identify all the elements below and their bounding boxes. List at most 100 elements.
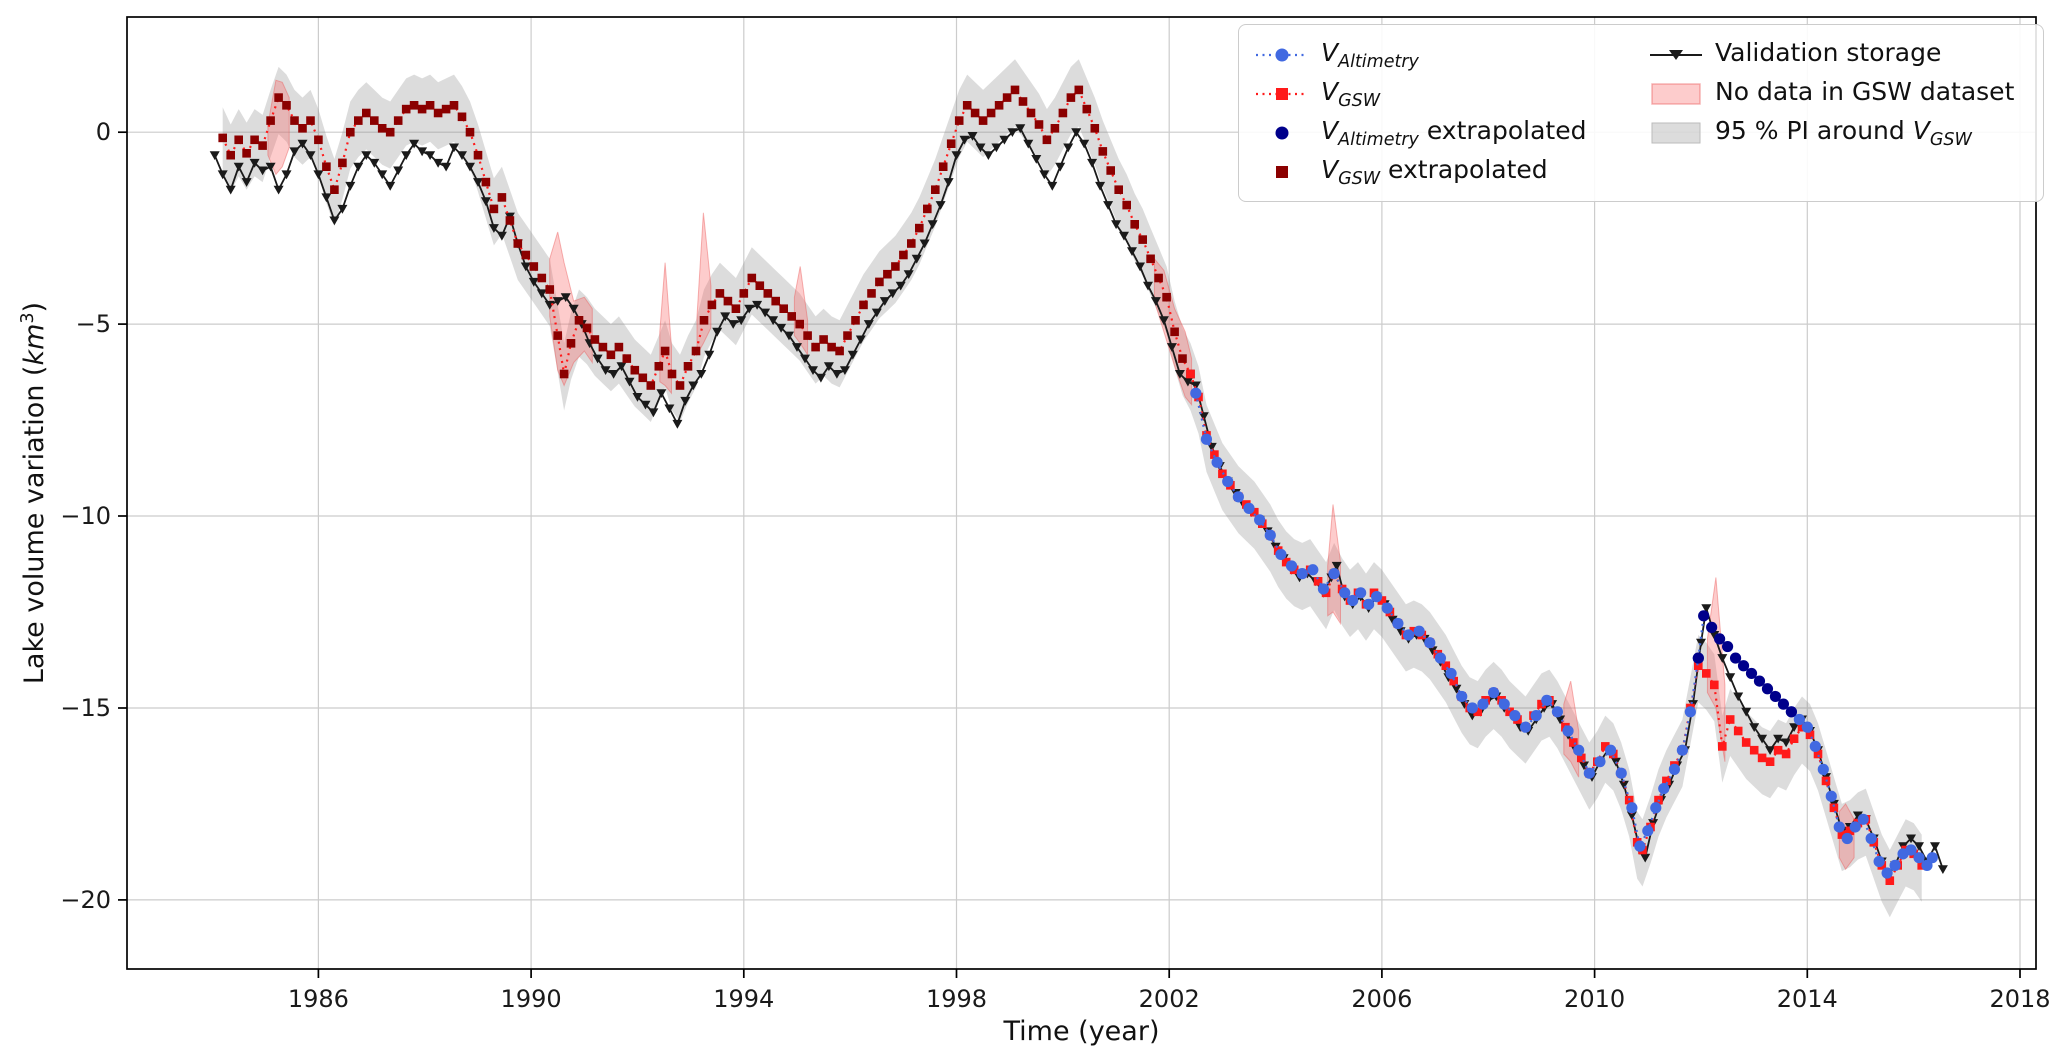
- marker-validation_storage: [225, 185, 236, 195]
- marker-gsw: [1725, 715, 1735, 724]
- marker-gsw_extrapolated: [1034, 120, 1044, 129]
- x-tick-label: 2002: [1139, 985, 1200, 1013]
- y-axis-label-exponent: 3: [18, 312, 38, 324]
- marker-gsw_extrapolated: [622, 354, 632, 363]
- legend-item-gsw: VGSW: [1253, 75, 1625, 113]
- marker-validation_storage: [648, 408, 659, 418]
- marker-validation_storage: [233, 162, 244, 172]
- marker-gsw_extrapolated: [370, 116, 379, 125]
- marker-gsw_extrapolated: [723, 296, 733, 306]
- marker-validation_storage: [823, 362, 834, 372]
- marker-gsw_extrapolated: [1090, 124, 1100, 133]
- marker-validation_storage: [768, 316, 779, 326]
- marker-gsw_extrapolated: [1002, 93, 1012, 102]
- legend-item-altimetry-extrapolated: VAltimetry extrapolated: [1253, 114, 1625, 152]
- marker-gsw_extrapolated: [377, 124, 387, 133]
- marker-gsw_extrapolated: [986, 108, 996, 118]
- marker-validation_storage: [369, 158, 380, 168]
- legend-item-gsw-extrapolated: VGSW extrapolated: [1253, 153, 1625, 191]
- marker-gsw_extrapolated: [707, 300, 717, 310]
- marker-gsw: [1781, 749, 1791, 759]
- x-tick-label: 2006: [1351, 985, 1412, 1013]
- marker-validation_storage: [1111, 220, 1122, 230]
- marker-altimetry: [1477, 698, 1489, 710]
- marker-validation_storage: [1773, 734, 1784, 744]
- marker-gsw_extrapolated: [465, 127, 475, 137]
- marker-validation_storage: [903, 270, 914, 279]
- legend-item-pi-band: 95 % PI around VGSW: [1647, 113, 2029, 152]
- marker-altimetry_extrapolated: [1769, 690, 1782, 703]
- marker-validation_storage: [680, 396, 691, 406]
- marker-gsw_extrapolated: [433, 108, 443, 118]
- marker-altimetry: [1881, 867, 1893, 879]
- marker-validation_storage: [1618, 780, 1629, 790]
- marker-validation_storage: [975, 143, 986, 153]
- marker-altimetry: [1254, 514, 1266, 526]
- marker-gsw_extrapolated: [755, 281, 765, 290]
- altimetry-extrapolated-marker-sample: [1275, 126, 1289, 139]
- marker-validation_storage: [951, 151, 962, 160]
- marker-altimetry_extrapolated: [1753, 675, 1766, 687]
- marker-validation_storage: [1047, 181, 1058, 191]
- marker-validation_storage: [1190, 381, 1201, 391]
- marker-altimetry: [1363, 598, 1375, 610]
- marker-gsw_extrapolated: [417, 104, 427, 114]
- marker-gsw_extrapolated: [699, 316, 709, 325]
- marker-validation_storage: [1007, 128, 1018, 137]
- marker-gsw_extrapolated: [1114, 185, 1123, 194]
- marker-gsw_extrapolated: [545, 285, 554, 294]
- marker-altimetry: [1392, 617, 1404, 630]
- marker-validation_storage: [1031, 155, 1042, 164]
- marker-altimetry: [1865, 832, 1877, 845]
- marker-altimetry: [1626, 802, 1638, 814]
- marker-gsw_extrapolated: [330, 185, 339, 194]
- marker-validation_storage: [1119, 231, 1129, 241]
- legend-item-validation-storage: Validation storage: [1647, 35, 2029, 74]
- legend-label-gsw: VGSW: [1321, 76, 1381, 111]
- marker-validation_storage: [760, 308, 771, 318]
- marker-validation_storage: [425, 151, 436, 160]
- marker-gsw_extrapolated: [521, 250, 531, 260]
- pi-band: [222, 59, 1922, 918]
- marker-validation_storage: [1640, 853, 1651, 863]
- marker-validation_storage: [409, 139, 420, 149]
- marker-validation_storage: [752, 300, 763, 310]
- x-tick-label: 2014: [1777, 985, 1838, 1013]
- marker-gsw_extrapolated: [614, 342, 624, 352]
- marker-gsw_extrapolated: [907, 239, 916, 248]
- gsw-extrapolated-marker-sample: [1276, 165, 1288, 178]
- marker-validation_storage: [544, 300, 555, 310]
- marker-gsw_extrapolated: [962, 101, 972, 110]
- marker-validation_storage: [536, 289, 547, 299]
- marker-altimetry: [1509, 710, 1521, 722]
- legend: VAltimetry VGSW VAltimetry extrapolated: [1238, 24, 2044, 202]
- marker-altimetry: [1347, 594, 1359, 607]
- validation-line-sample: [1650, 49, 1702, 60]
- marker-gsw_extrapolated: [994, 101, 1004, 110]
- marker-gsw: [1537, 699, 1546, 709]
- marker-gsw_extrapolated: [763, 289, 773, 298]
- marker-gsw_extrapolated: [553, 331, 562, 340]
- marker-altimetry: [1849, 821, 1861, 833]
- marker-gsw_extrapolated: [1050, 124, 1060, 133]
- marker-gsw_extrapolated: [978, 116, 988, 125]
- marker-validation_storage: [1906, 834, 1916, 844]
- marker-gsw_extrapolated: [1130, 220, 1139, 229]
- marker-validation_storage: [473, 178, 483, 187]
- marker-gsw_extrapolated: [362, 108, 371, 118]
- marker-gsw_extrapolated: [938, 162, 948, 171]
- marker-altimetry_extrapolated: [1737, 660, 1750, 672]
- marker-altimetry_extrapolated: [1706, 621, 1718, 633]
- marker-gsw_extrapolated: [401, 104, 411, 114]
- marker-validation_storage: [1696, 638, 1706, 648]
- y-tick-label: −20: [60, 886, 111, 914]
- marker-altimetry: [1573, 744, 1585, 756]
- marker-validation_storage: [959, 135, 970, 145]
- marker-gsw_extrapolated: [513, 239, 523, 248]
- marker-validation_storage: [967, 132, 978, 141]
- marker-gsw_extrapolated: [675, 381, 685, 390]
- marker-altimetry: [1562, 725, 1574, 737]
- marker-validation_storage: [377, 170, 388, 180]
- marker-validation_storage: [520, 262, 531, 272]
